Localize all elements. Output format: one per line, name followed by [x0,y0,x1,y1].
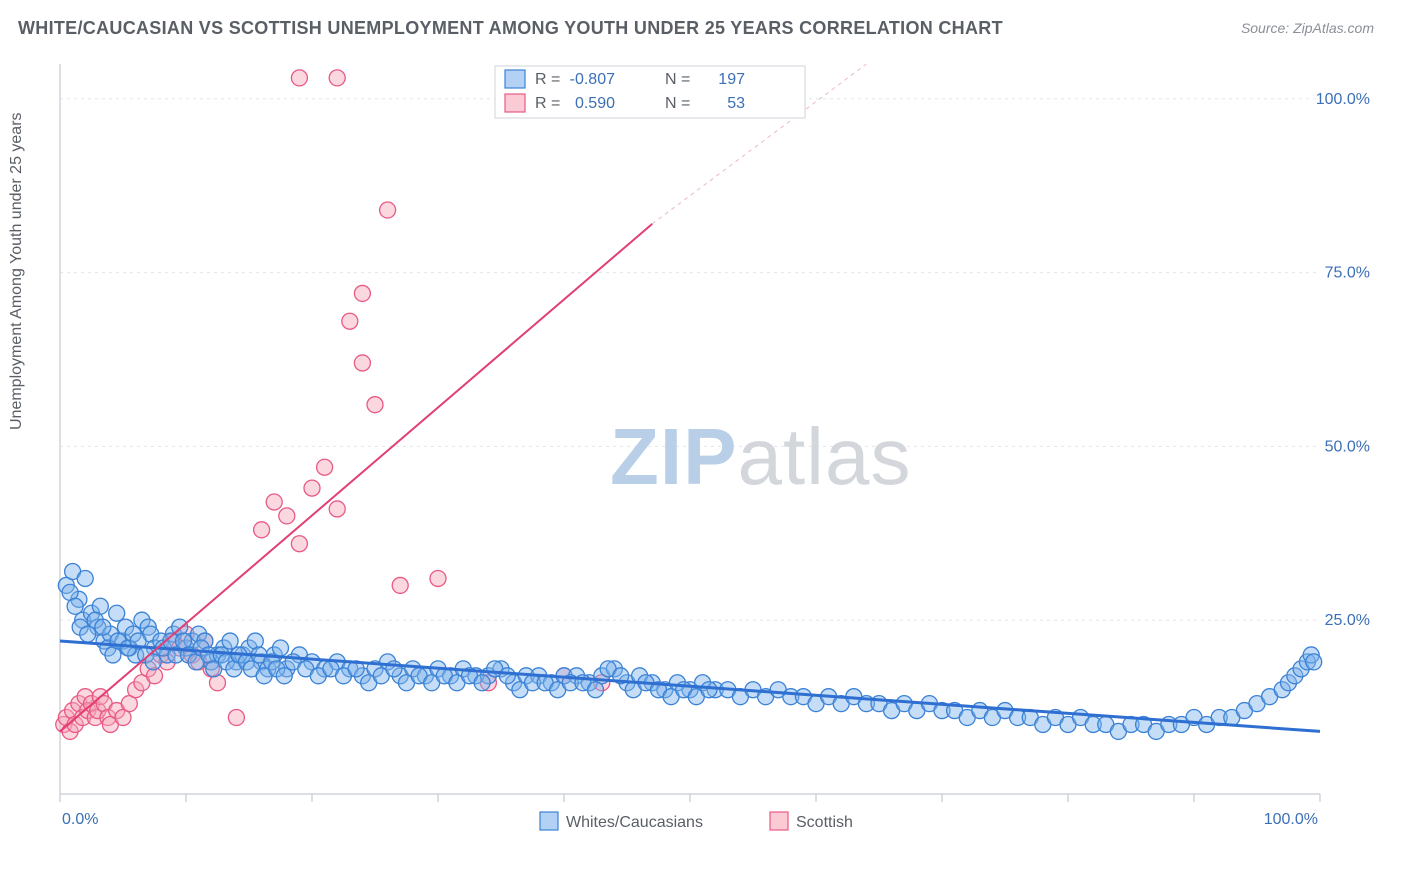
data-point [276,668,292,684]
data-point [109,605,125,621]
y-tick-label: 25.0% [1325,612,1370,629]
y-tick-label: 50.0% [1325,438,1370,455]
data-point [67,598,83,614]
legend-series-label: Scottish [796,814,853,831]
source-label: Source: [1241,20,1289,36]
chart-svg: ZIPatlas 0.0% 100.0% 25.0% 50.0% 75.0% 100.0% R… [50,54,1370,854]
data-point [329,70,345,86]
data-point [342,313,358,329]
data-point [430,570,446,586]
data-point [304,480,320,496]
legend-swatch [540,812,558,830]
legend-series-label: Whites/Caucasians [566,814,703,831]
data-point [329,501,345,517]
legend-swatch [505,70,525,88]
legend-n-value: 53 [727,95,745,112]
legend-n-label: N = [665,95,690,112]
legend-n-value: 197 [718,71,745,88]
legend-r-label: R = [535,95,560,112]
y-tick-label: 100.0% [1316,91,1370,108]
data-point [1306,654,1322,670]
data-point [474,675,490,691]
data-point [367,397,383,413]
data-point [77,570,93,586]
data-point [266,494,282,510]
data-point [380,202,396,218]
x-tick-label: 100.0% [1264,811,1318,828]
legend-n-label: N = [665,71,690,88]
y-axis-label: Unemployment Among Youth under 25 years [8,112,26,430]
x-tick-label: 0.0% [62,811,98,828]
data-point [499,668,515,684]
legend-r-label: R = [535,71,560,88]
data-point [273,640,289,656]
legend-swatch [770,812,788,830]
data-point [701,682,717,698]
svg-text:ZIPatlas: ZIPatlas [610,412,911,501]
data-point [291,536,307,552]
data-point [222,633,238,649]
data-point [392,577,408,593]
data-point [291,70,307,86]
data-point [354,355,370,371]
data-point [354,285,370,301]
legend-r-value: -0.807 [570,71,615,88]
data-point [254,522,270,538]
source-attribution: Source: ZipAtlas.com [1241,20,1374,36]
legend-swatch [505,94,525,112]
data-point [317,459,333,475]
data-point [95,619,111,635]
source-value: ZipAtlas.com [1293,20,1374,36]
y-tick-label: 75.0% [1325,265,1370,282]
legend-r-value: 0.590 [575,95,615,112]
correlation-scatter-chart: ZIPatlas0.0%100.0%25.0%50.0%75.0%100.0%R… [50,54,1370,824]
data-point [228,710,244,726]
data-point [588,682,604,698]
data-point [279,508,295,524]
chart-title: WHITE/CAUCASIAN VS SCOTTISH UNEMPLOYMENT… [18,18,1003,39]
